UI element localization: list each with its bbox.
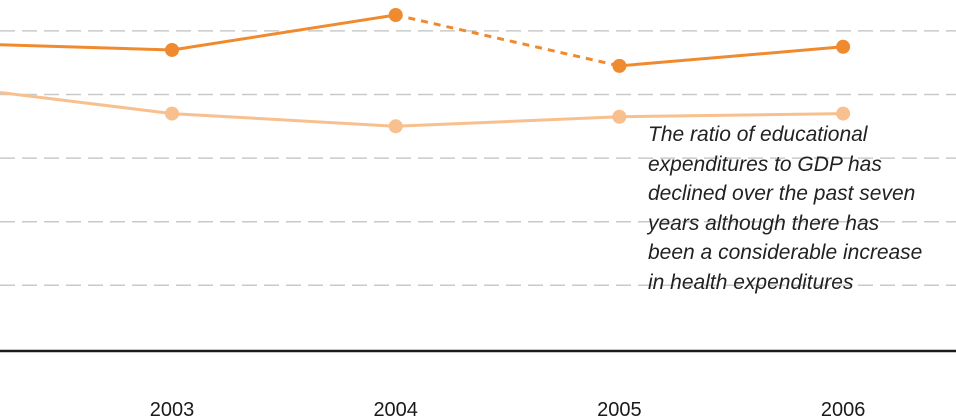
series-line-segment bbox=[619, 112, 844, 119]
x-tick-label: 2004 bbox=[373, 399, 418, 420]
annotation-line-5: been a considerable increase bbox=[648, 241, 923, 265]
x-tick-label: 2005 bbox=[597, 399, 642, 420]
series-line-segment bbox=[395, 115, 620, 128]
annotation-line-4: years although there has bbox=[648, 211, 880, 235]
data-point bbox=[165, 106, 179, 121]
data-point bbox=[612, 109, 627, 124]
data-point bbox=[388, 8, 403, 22]
data-point bbox=[836, 106, 851, 121]
series-line-segment bbox=[171, 13, 396, 52]
data-point bbox=[836, 39, 851, 54]
gridlines bbox=[0, 30, 956, 287]
data-point bbox=[388, 119, 403, 134]
data-point bbox=[612, 58, 627, 73]
data-point bbox=[165, 42, 179, 57]
annotation-line-6: in health expenditures bbox=[648, 270, 854, 294]
series-line-lead-in bbox=[0, 91, 173, 116]
series-line-lead-in bbox=[0, 43, 173, 52]
x-tick-label: 2003 bbox=[150, 399, 195, 420]
series-group bbox=[0, 8, 851, 134]
chart-annotation: The ratio of educational expenditures to… bbox=[648, 120, 956, 298]
series-line-segment bbox=[171, 112, 396, 128]
series-line-segment bbox=[395, 13, 620, 68]
annotation-line-3: declined over the past seven bbox=[648, 182, 916, 206]
annotation-line-1: The ratio of educational bbox=[648, 123, 868, 146]
x-tick-label: 2006 bbox=[821, 399, 866, 420]
series-line-segment bbox=[619, 45, 844, 68]
annotation-line-2: expenditures to GDP has bbox=[648, 152, 882, 176]
x-tick-labels: 2003 2004 2005 2006 bbox=[150, 399, 866, 420]
